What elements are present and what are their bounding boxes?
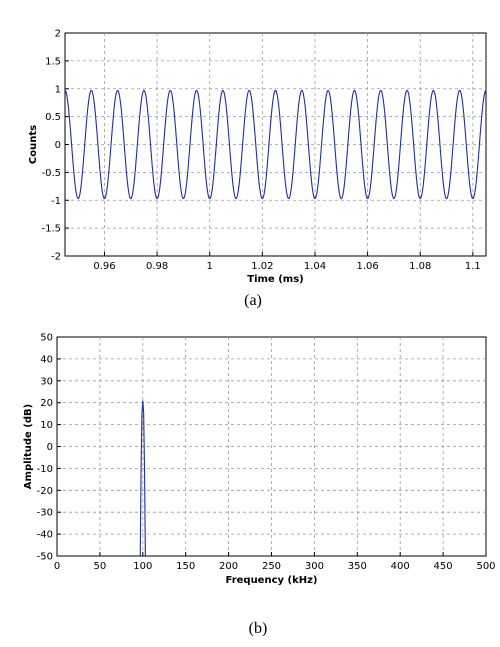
x-tick-label: 0 xyxy=(54,561,60,572)
x-tick-label: 1.08 xyxy=(409,261,431,272)
y-tick-label: 40 xyxy=(40,354,53,365)
y-tick-label: 0 xyxy=(55,140,61,151)
series-line-0 xyxy=(139,400,146,556)
y-tick-label: -10 xyxy=(37,464,53,475)
y-tick-label: -2 xyxy=(51,252,61,263)
y-tick-label: 10 xyxy=(40,420,53,431)
caption-b: (b) xyxy=(249,620,268,637)
x-tick-label: 1.04 xyxy=(304,261,326,272)
x-tick-label: 350 xyxy=(348,561,367,572)
y-tick-label: -50 xyxy=(37,552,53,563)
y-tick-label: 1 xyxy=(55,84,61,95)
x-tick-label: 450 xyxy=(434,561,453,572)
x-tick-label: 1.1 xyxy=(465,261,481,272)
y-tick-label: 1.5 xyxy=(45,56,61,67)
x-tick-label: 250 xyxy=(262,561,281,572)
x-tick-label: 50 xyxy=(94,561,107,572)
y-tick-label: 0.5 xyxy=(45,112,61,123)
x-tick-label: 0.96 xyxy=(93,261,115,272)
y-axis-title: Amplitude (dB) xyxy=(23,404,34,489)
y-tick-label: -30 xyxy=(37,508,53,519)
y-axis-title: Counts xyxy=(28,125,39,164)
y-tick-label: 50 xyxy=(40,333,53,344)
y-tick-label: -1.5 xyxy=(41,224,61,235)
x-axis-title: Time (ms) xyxy=(247,274,303,285)
x-tick-label: 500 xyxy=(476,561,495,572)
x-tick-label: 1.02 xyxy=(251,261,273,272)
x-tick-label: 0.98 xyxy=(146,261,168,272)
series-line-0 xyxy=(65,89,486,200)
x-tick-label: 100 xyxy=(133,561,152,572)
x-tick-label: 300 xyxy=(305,561,324,572)
x-tick-label: 1.06 xyxy=(356,261,378,272)
chart-time-domain: 0.96 0.98 1 1.02 1.04 1.06 1.08 1.1 -2 -1.5 -1 -0.5… xyxy=(28,29,487,285)
y-tick-label: -1 xyxy=(51,196,61,207)
x-tick-label: 200 xyxy=(219,561,238,572)
y-tick-label: -40 xyxy=(37,530,53,541)
x-tick-label: 1 xyxy=(207,261,213,272)
y-tick-label: -0.5 xyxy=(41,168,61,179)
x-tick-label: 400 xyxy=(391,561,410,572)
y-tick-label: -20 xyxy=(37,486,53,497)
y-tick-label: 20 xyxy=(40,398,53,409)
y-tick-label: 2 xyxy=(55,29,61,40)
x-tick-label: 150 xyxy=(176,561,195,572)
y-tick-label: 30 xyxy=(40,376,53,387)
y-tick-label: 0 xyxy=(47,442,53,453)
x-axis-title: Frequency (kHz) xyxy=(226,575,318,586)
chart-frequency-domain: 0 50 100 150 200 250 300 350 400 450 500-50-40-30-… xyxy=(23,333,496,587)
caption-a: (a) xyxy=(244,292,262,309)
